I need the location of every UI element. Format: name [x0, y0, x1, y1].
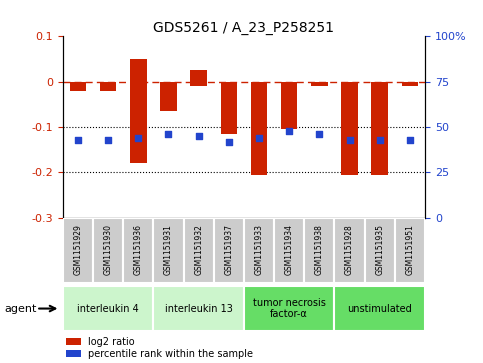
Bar — [244, 286, 334, 331]
Text: GSM1151930: GSM1151930 — [103, 224, 113, 275]
Bar — [371, 82, 388, 175]
Text: GSM1151929: GSM1151929 — [73, 224, 83, 274]
Bar — [130, 59, 146, 163]
Point — [346, 137, 354, 143]
Bar — [402, 82, 418, 86]
Text: GSM1151934: GSM1151934 — [284, 224, 294, 275]
Text: unstimulated: unstimulated — [347, 303, 412, 314]
Point — [225, 139, 233, 144]
Point — [195, 133, 202, 139]
Point — [104, 137, 112, 143]
Text: GSM1151951: GSM1151951 — [405, 224, 414, 274]
Bar — [281, 82, 298, 129]
Point — [406, 137, 414, 143]
Title: GDS5261 / A_23_P258251: GDS5261 / A_23_P258251 — [154, 21, 334, 35]
Text: agent: agent — [5, 303, 37, 314]
Bar — [244, 218, 274, 283]
Bar — [67, 338, 81, 346]
Bar — [160, 82, 177, 111]
Text: log2 ratio: log2 ratio — [88, 337, 135, 347]
Text: percentile rank within the sample: percentile rank within the sample — [88, 349, 253, 359]
Bar — [70, 82, 86, 91]
Point — [165, 131, 172, 137]
Bar — [304, 218, 334, 283]
Bar — [154, 286, 244, 331]
Point — [255, 135, 263, 141]
Bar — [154, 218, 184, 283]
Bar — [123, 218, 154, 283]
Bar — [67, 350, 81, 357]
Point — [134, 135, 142, 141]
Point — [74, 137, 82, 143]
Bar — [274, 218, 304, 283]
Bar — [100, 82, 116, 91]
Text: GSM1151932: GSM1151932 — [194, 224, 203, 274]
Text: interleukin 4: interleukin 4 — [77, 303, 139, 314]
Text: GSM1151933: GSM1151933 — [255, 224, 264, 275]
Bar — [190, 70, 207, 86]
Bar — [63, 286, 154, 331]
Text: interleukin 13: interleukin 13 — [165, 303, 233, 314]
Bar — [213, 218, 244, 283]
Bar — [93, 218, 123, 283]
Text: GSM1151936: GSM1151936 — [134, 224, 143, 275]
Bar — [184, 218, 213, 283]
Bar — [334, 218, 365, 283]
Text: GSM1151928: GSM1151928 — [345, 224, 354, 274]
Point — [376, 137, 384, 143]
Bar — [63, 218, 93, 283]
Bar — [341, 82, 358, 175]
Text: GSM1151937: GSM1151937 — [224, 224, 233, 275]
Point — [285, 128, 293, 134]
Bar — [311, 82, 327, 86]
Text: tumor necrosis
factor-α: tumor necrosis factor-α — [253, 298, 326, 319]
Text: GSM1151931: GSM1151931 — [164, 224, 173, 274]
Bar — [395, 218, 425, 283]
Bar — [334, 286, 425, 331]
Text: GSM1151935: GSM1151935 — [375, 224, 384, 275]
Bar — [251, 82, 267, 175]
Bar — [365, 218, 395, 283]
Bar — [221, 82, 237, 134]
Text: GSM1151938: GSM1151938 — [315, 224, 324, 274]
Point — [315, 131, 323, 137]
